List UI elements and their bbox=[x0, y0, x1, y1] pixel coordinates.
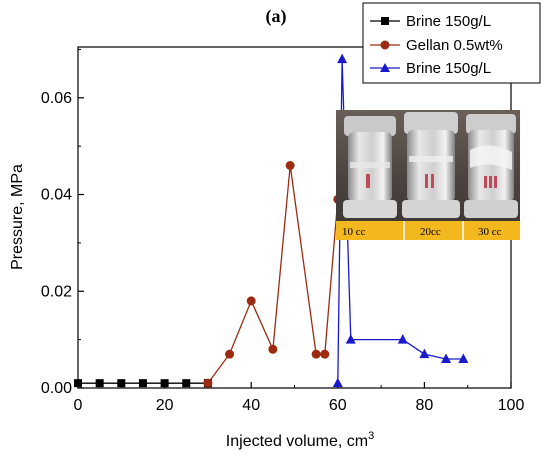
data-point-gellan bbox=[320, 349, 330, 359]
data-point-gellan bbox=[203, 378, 213, 388]
data-point-brine-1 bbox=[117, 379, 126, 388]
x-tick-label-20: 20 bbox=[156, 397, 174, 414]
vial-photo-inset: 10 cc 20cc 30 cc bbox=[336, 110, 520, 240]
legend-label-brine-1: Brine 150g/L bbox=[406, 13, 491, 30]
data-point-brine-2 bbox=[458, 353, 469, 363]
legend-item-gellan: Gellan 0.5wt% bbox=[370, 37, 503, 54]
y-tick-label-0: 0.00 bbox=[41, 380, 72, 397]
x-axis-title-text: Injected volume, cm bbox=[226, 433, 368, 450]
data-point-gellan bbox=[225, 349, 235, 359]
data-point-brine-2 bbox=[419, 348, 430, 359]
panel-label: (a) bbox=[266, 6, 287, 27]
x-tick-label-100: 100 bbox=[498, 397, 525, 414]
x-axis: 0 20 40 60 80 100 bbox=[74, 382, 525, 414]
data-point-gellan bbox=[268, 344, 278, 354]
x-axis-title: Injected volume, cm3 bbox=[226, 430, 374, 450]
y-axis: 0.00 0.02 0.04 0.06 bbox=[41, 48, 84, 397]
y-axis-title: Pressure, MPa bbox=[9, 164, 26, 270]
data-point-gellan bbox=[311, 349, 321, 359]
legend-label-gellan: Gellan 0.5wt% bbox=[406, 37, 503, 54]
data-point-brine-2 bbox=[345, 334, 356, 344]
data-point-gellan bbox=[246, 296, 256, 306]
vial-3 bbox=[464, 114, 518, 218]
data-point-brine-1 bbox=[74, 379, 82, 388]
vial-1 bbox=[343, 116, 397, 218]
y-tick-label-3: 0.06 bbox=[41, 90, 72, 107]
data-point-gellan bbox=[285, 161, 295, 171]
series-brine-1 bbox=[74, 379, 212, 388]
legend: Brine 150g/L Gellan 0.5wt% Brine 150g/L bbox=[362, 2, 541, 84]
vial-2 bbox=[402, 112, 460, 218]
data-point-brine-1 bbox=[138, 379, 147, 388]
inset-label-3: 30 cc bbox=[478, 226, 502, 238]
data-point-brine-1 bbox=[95, 379, 104, 388]
series-layer bbox=[74, 53, 469, 388]
data-point-brine-2 bbox=[441, 353, 452, 363]
x-axis-title-superscript: 3 bbox=[368, 430, 374, 442]
data-point-brine-2 bbox=[337, 53, 348, 64]
inset-label-1: 10 cc bbox=[342, 226, 366, 238]
x-tick-label-40: 40 bbox=[242, 397, 260, 414]
data-point-brine-2 bbox=[397, 334, 408, 344]
x-tick-label-0: 0 bbox=[74, 397, 83, 414]
data-point-brine-1 bbox=[182, 379, 191, 388]
series-brine-2 bbox=[332, 53, 469, 388]
y-tick-label-2: 0.04 bbox=[41, 187, 72, 204]
x-tick-label-60: 60 bbox=[329, 397, 347, 414]
legend-item-brine-2: Brine 150g/L bbox=[370, 60, 491, 77]
legend-box bbox=[362, 2, 541, 84]
legend-label-brine-2: Brine 150g/L bbox=[406, 60, 491, 77]
y-tick-label-1: 0.02 bbox=[41, 283, 72, 300]
inset-label-2: 20cc bbox=[420, 226, 441, 238]
series-gellan bbox=[203, 161, 343, 388]
data-point-brine-2 bbox=[332, 377, 343, 388]
x-tick-label-80: 80 bbox=[416, 397, 434, 414]
inset-label-strip bbox=[336, 221, 520, 240]
data-point-brine-1 bbox=[160, 379, 169, 388]
legend-item-brine-1: Brine 150g/L bbox=[370, 13, 491, 30]
